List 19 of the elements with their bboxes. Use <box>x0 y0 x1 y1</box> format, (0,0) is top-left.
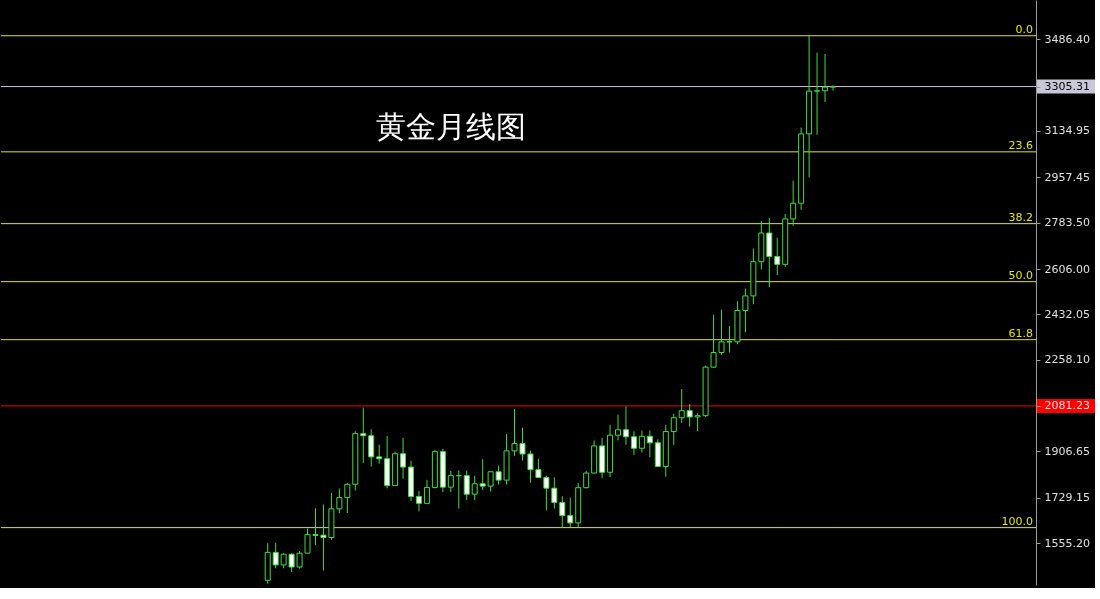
y-tick-label: 1555.20 <box>1044 536 1090 550</box>
y-tick-label: 3134.95 <box>1044 124 1090 138</box>
text: 黄金月线图 <box>376 109 526 144</box>
y-tick-label: 2081.23 <box>1044 399 1090 413</box>
y-tick-label: 2606.00 <box>1044 262 1090 276</box>
y-tick-label: 2432.05 <box>1044 307 1090 321</box>
y-tick-label: 1729.15 <box>1044 491 1090 505</box>
annotation: 100.0 <box>1001 514 1033 528</box>
annotation: 61.8 <box>1008 326 1033 340</box>
y-tick-label: 2783.50 <box>1044 216 1090 230</box>
y-tick-label: 2258.10 <box>1044 353 1090 367</box>
y-tick-label: 3486.40 <box>1044 32 1090 46</box>
y-tick-label: 2957.45 <box>1044 170 1090 184</box>
y-tick-label: 3305.31 <box>1044 80 1090 94</box>
annotation: 38.2 <box>1008 210 1033 224</box>
y-tick-label: 1906.65 <box>1044 445 1090 458</box>
annotation: 23.6 <box>1008 138 1033 152</box>
annotation: 50.0 <box>1008 268 1033 282</box>
annotation: 0.0 <box>1015 22 1033 36</box>
